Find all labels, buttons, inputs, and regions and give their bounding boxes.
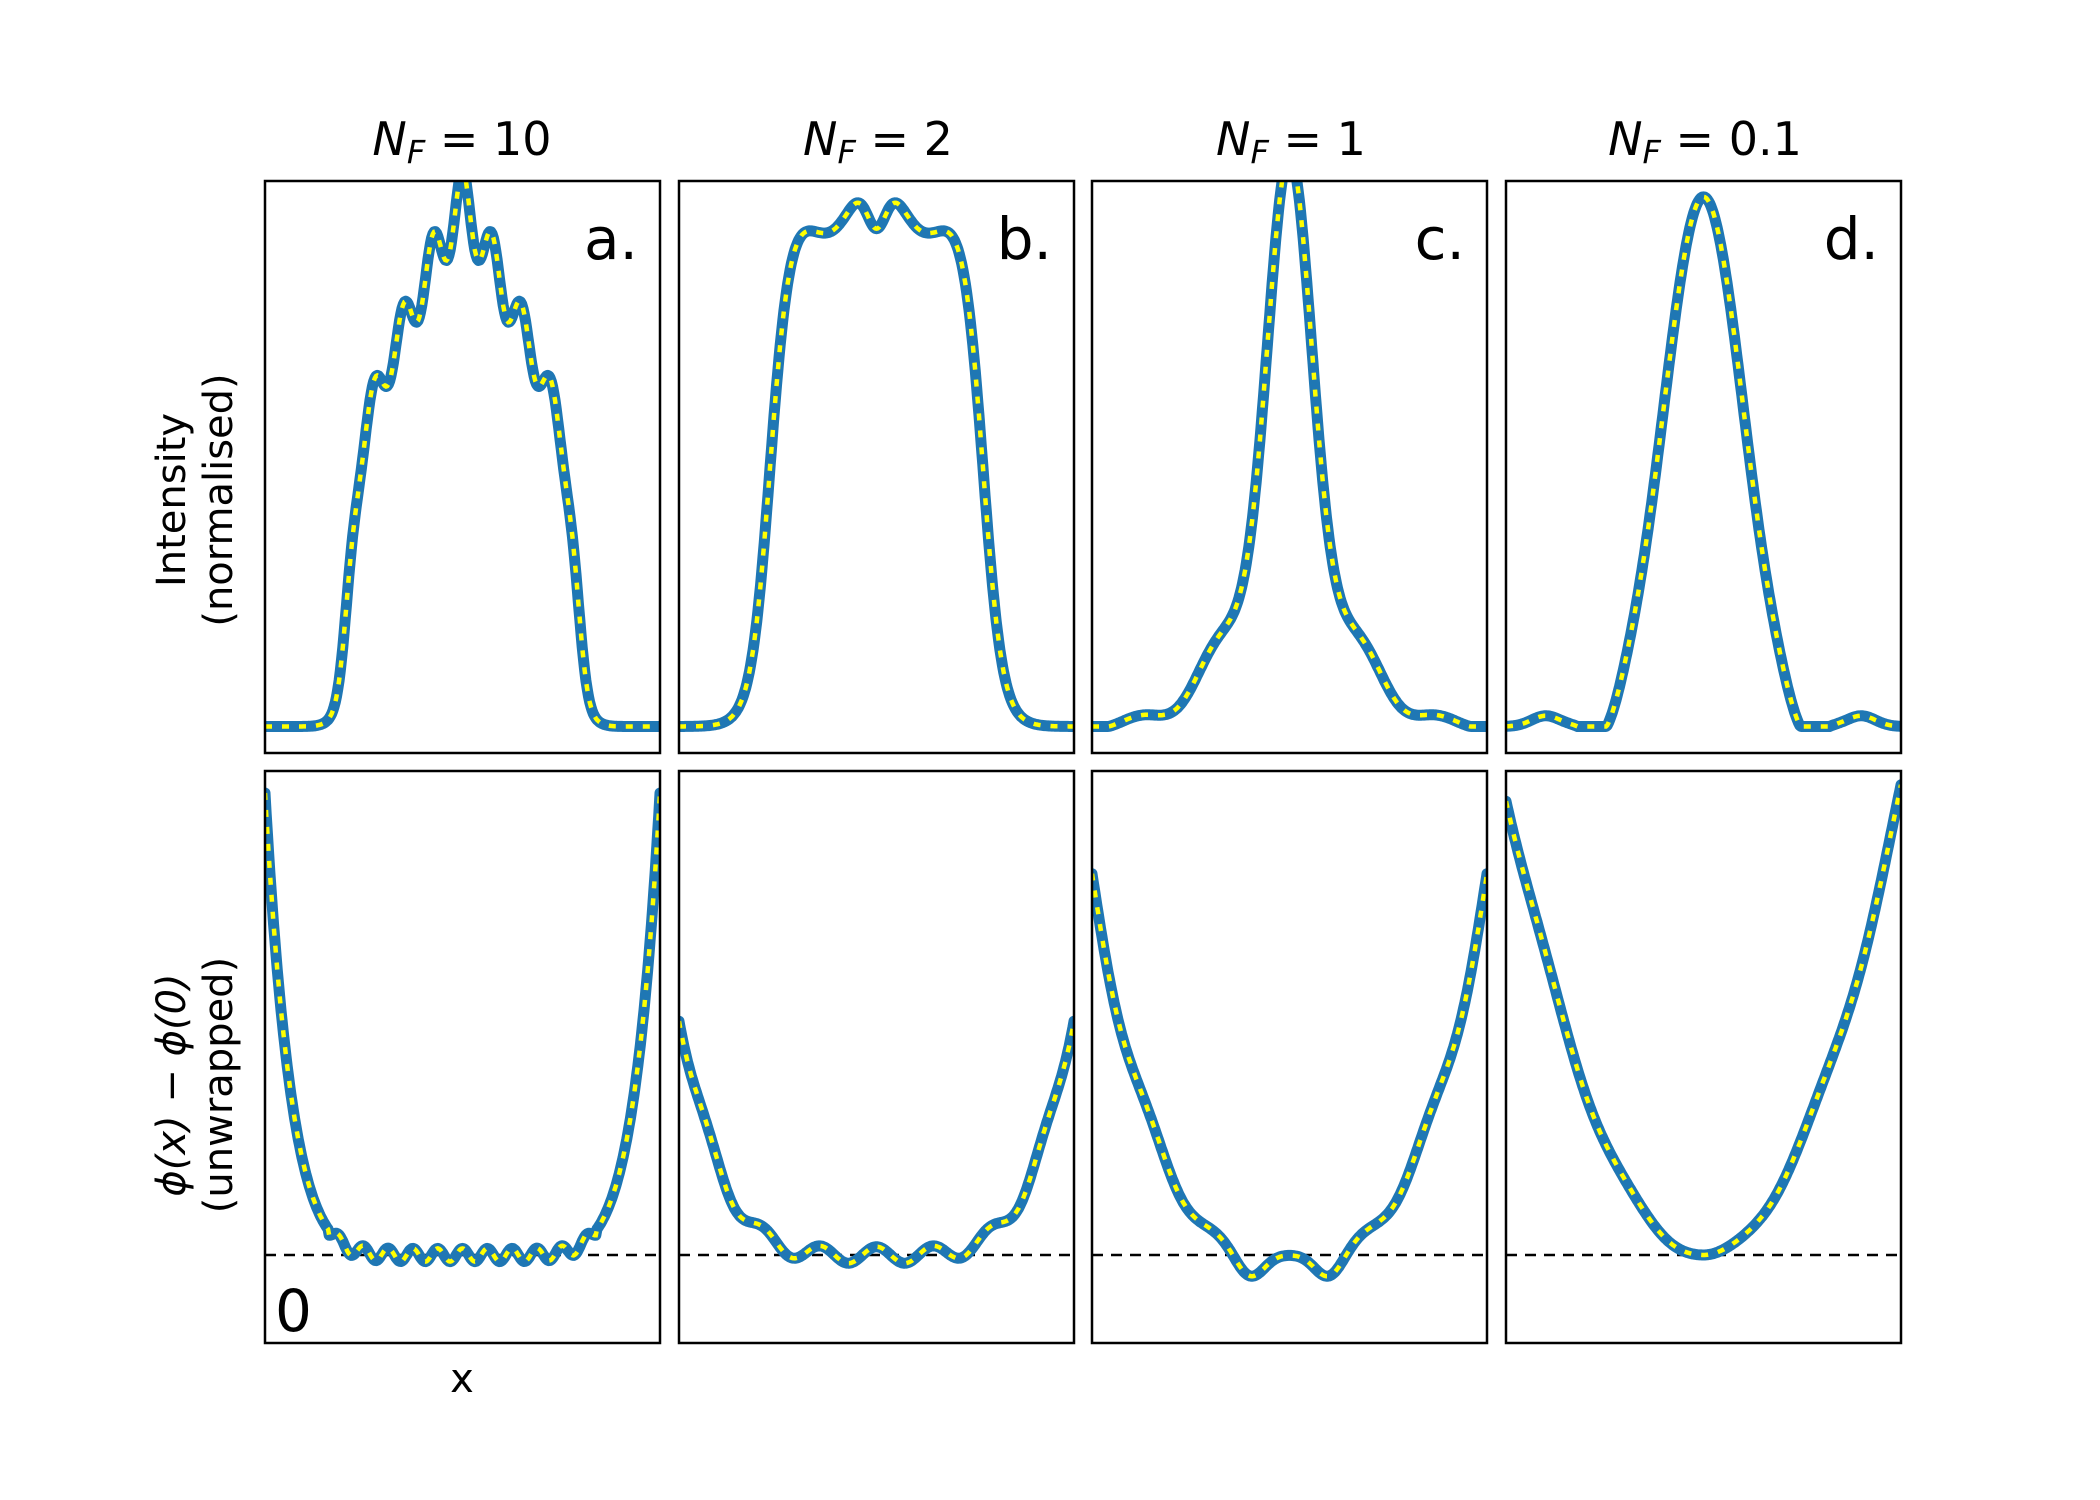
phase-frame-nf10 (263, 769, 662, 1345)
panel-letter-nf0p1: d. (1824, 205, 1879, 273)
intensity-frame-nf1 (1090, 179, 1489, 755)
zero-label: 0 (275, 1277, 312, 1345)
phase-curve-nf10 (265, 787, 660, 1268)
ylabel-phase-line2: (unwrapped) (196, 957, 242, 1213)
intensity-frame-nf2 (677, 179, 1076, 755)
intensity-curve-dotted-nf10 (265, 181, 660, 729)
phase-curve-dotted-nf2 (679, 1020, 1074, 1266)
phase-curve-dotted-nf1 (1092, 873, 1487, 1279)
intensity-curve-dotted-nf0p1 (1506, 194, 1901, 729)
intensity-curve-dotted-nf2 (679, 200, 1074, 729)
phase-panel-nf2 (679, 1015, 1074, 1269)
intensity-panel-nf1 (1092, 181, 1487, 732)
intensity-curve-nf2 (679, 197, 1074, 732)
phase-frame-nf0p1 (1504, 769, 1903, 1345)
column-title-3: NF = 1 (1216, 112, 1366, 171)
phase-frame-nf2 (677, 769, 1076, 1345)
panel-letter-nf2: b. (997, 205, 1052, 273)
ylabel-phase-line1: ϕ(x) − ϕ(0) (149, 973, 195, 1196)
panels: a. 0 b. c. d. (263, 179, 1903, 1345)
intensity-frame-nf10 (263, 179, 662, 755)
phase-curve-dotted-nf10 (265, 792, 660, 1264)
xlabel: x (450, 1356, 474, 1402)
intensity-panel-nf10 (265, 181, 660, 732)
intensity-panel-nf2 (679, 197, 1074, 732)
ylabel-intensity-line2: (normalised) (196, 373, 242, 626)
ylabel-phase: ϕ(x) − ϕ(0) (unwrapped) (149, 957, 242, 1213)
ylabel-intensity-line1: Intensity (149, 413, 195, 587)
intensity-curve-dotted-nf1 (1092, 181, 1487, 729)
intensity-frame-nf0p1 (1504, 179, 1903, 755)
phase-panel-nf10 (265, 787, 660, 1268)
panel-letter-nf10: a. (584, 205, 638, 273)
column-title-1: NF = 10 (372, 112, 551, 171)
phase-frame-nf1 (1090, 769, 1489, 1345)
phase-panel-nf0p1 (1506, 779, 1901, 1261)
column-title-2: NF = 2 (803, 112, 953, 171)
phase-curve-nf1 (1092, 868, 1487, 1282)
phase-curve-dotted-nf0p1 (1506, 784, 1901, 1258)
ylabel-intensity: Intensity (normalised) (149, 373, 242, 626)
phase-curve-nf2 (679, 1015, 1074, 1269)
phase-panel-nf1 (1092, 868, 1487, 1282)
intensity-curve-nf0p1 (1506, 191, 1901, 732)
panel-letter-nf1: c. (1415, 205, 1465, 273)
intensity-panel-nf0p1 (1506, 191, 1901, 732)
column-title-4: NF = 0.1 (1608, 112, 1802, 171)
